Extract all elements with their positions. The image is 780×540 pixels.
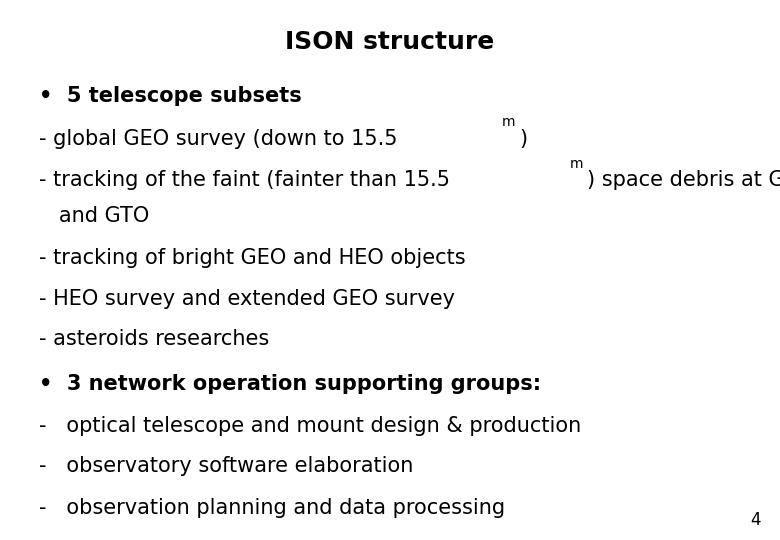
Text: 4: 4 <box>750 511 760 529</box>
Text: ) space debris at GEO: ) space debris at GEO <box>587 170 780 190</box>
Text: •  3 network operation supporting groups:: • 3 network operation supporting groups: <box>39 374 541 394</box>
Text: -   observatory software elaboration: - observatory software elaboration <box>39 456 413 476</box>
Text: -   observation planning and data processing: - observation planning and data processi… <box>39 498 505 518</box>
Text: - HEO survey and extended GEO survey: - HEO survey and extended GEO survey <box>39 289 455 309</box>
Text: - tracking of bright GEO and HEO objects: - tracking of bright GEO and HEO objects <box>39 248 466 268</box>
Text: and GTO: and GTO <box>39 206 149 226</box>
Text: ISON structure: ISON structure <box>285 30 495 53</box>
Text: - tracking of the faint (fainter than 15.5: - tracking of the faint (fainter than 15… <box>39 170 450 190</box>
Text: m: m <box>502 115 515 129</box>
Text: •  5 telescope subsets: • 5 telescope subsets <box>39 86 302 106</box>
Text: ): ) <box>519 129 527 148</box>
Text: m: m <box>569 157 583 171</box>
Text: - global GEO survey (down to 15.5: - global GEO survey (down to 15.5 <box>39 129 398 148</box>
Text: -   optical telescope and mount design & production: - optical telescope and mount design & p… <box>39 416 581 436</box>
Text: - asteroids researches: - asteroids researches <box>39 329 269 349</box>
